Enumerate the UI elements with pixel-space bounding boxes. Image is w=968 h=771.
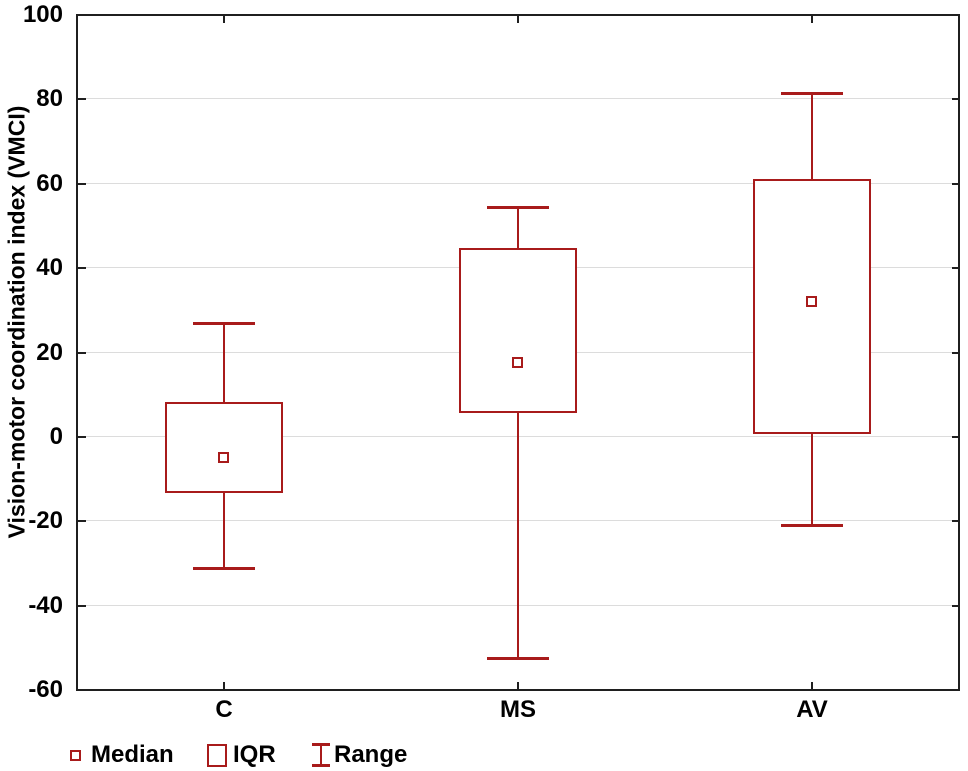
y-axis-tick [952, 520, 958, 522]
whisker-lower [517, 412, 519, 658]
x-axis-tick [811, 682, 813, 689]
legend-item-iqr: IQR [207, 740, 276, 770]
y-axis-tick [78, 436, 86, 438]
median-marker-icon [70, 749, 81, 761]
whisker-cap-top [487, 206, 549, 209]
y-axis-tick [78, 605, 86, 607]
whisker-upper [517, 207, 519, 249]
y-axis-tick [952, 14, 958, 16]
x-tick-label: C [215, 696, 233, 723]
boxplot-AV [76, 14, 960, 691]
x-axis-tick [223, 682, 225, 689]
x-axis-tick [517, 682, 519, 689]
y-tick-label: 80 [36, 85, 63, 112]
whisker-upper [811, 93, 813, 180]
y-axis-tick [78, 98, 86, 100]
legend-label-median: Median [91, 741, 174, 768]
whisker-cap-top [781, 92, 843, 95]
y-axis-tick [78, 183, 86, 185]
y-tick-label: -60 [28, 676, 63, 703]
x-tick-label: MS [500, 696, 536, 723]
legend-label-range: Range [334, 741, 408, 768]
iqr-box [165, 402, 283, 493]
whisker-lower [223, 492, 225, 568]
gridline [78, 98, 958, 99]
whisker-lower [811, 433, 813, 525]
y-axis-tick [952, 352, 958, 354]
median-marker [512, 357, 523, 368]
iqr-box-icon [207, 743, 227, 767]
whisker-cap-top [193, 322, 255, 325]
y-tick-label: 40 [36, 254, 63, 281]
x-axis-tick [223, 16, 225, 23]
legend-item-median: Median [70, 740, 174, 770]
median-marker [218, 452, 229, 463]
y-axis-tick [952, 267, 958, 269]
x-axis-tick [811, 16, 813, 23]
y-axis-tick [952, 605, 958, 607]
y-tick-label: 20 [36, 339, 63, 366]
boxplot-C [76, 14, 960, 691]
y-tick-label: 60 [36, 170, 63, 197]
whisker-cap-bottom [781, 524, 843, 527]
y-axis-tick [952, 98, 958, 100]
y-axis-tick [78, 520, 86, 522]
x-tick-label: AV [796, 696, 828, 723]
y-tick-label: -20 [28, 507, 63, 534]
y-axis-tick [952, 689, 958, 691]
y-axis-tick [952, 436, 958, 438]
y-axis-tick [78, 352, 86, 354]
y-tick-label: 0 [49, 423, 63, 450]
plot-area [76, 14, 960, 691]
y-axis-tick [952, 183, 958, 185]
median-marker [806, 296, 817, 307]
y-axis-tick [78, 689, 86, 691]
gridline [78, 183, 958, 184]
whisker-cap-bottom [193, 567, 255, 570]
whisker-upper [223, 323, 225, 403]
range-whisker-icon [312, 743, 330, 767]
legend-item-range: Range [312, 740, 407, 770]
y-axis-tick [78, 267, 86, 269]
y-axis-tick [78, 14, 86, 16]
x-axis-tick [517, 16, 519, 23]
boxplot-MS [76, 14, 960, 691]
legend-label-iqr: IQR [233, 741, 276, 768]
iqr-box [459, 248, 577, 413]
y-tick-label: -40 [28, 592, 63, 619]
y-tick-label: 100 [22, 1, 63, 28]
y-axis-title: Vision-motor coordination index (VMCI) [3, 105, 30, 539]
whisker-cap-bottom [487, 657, 549, 660]
